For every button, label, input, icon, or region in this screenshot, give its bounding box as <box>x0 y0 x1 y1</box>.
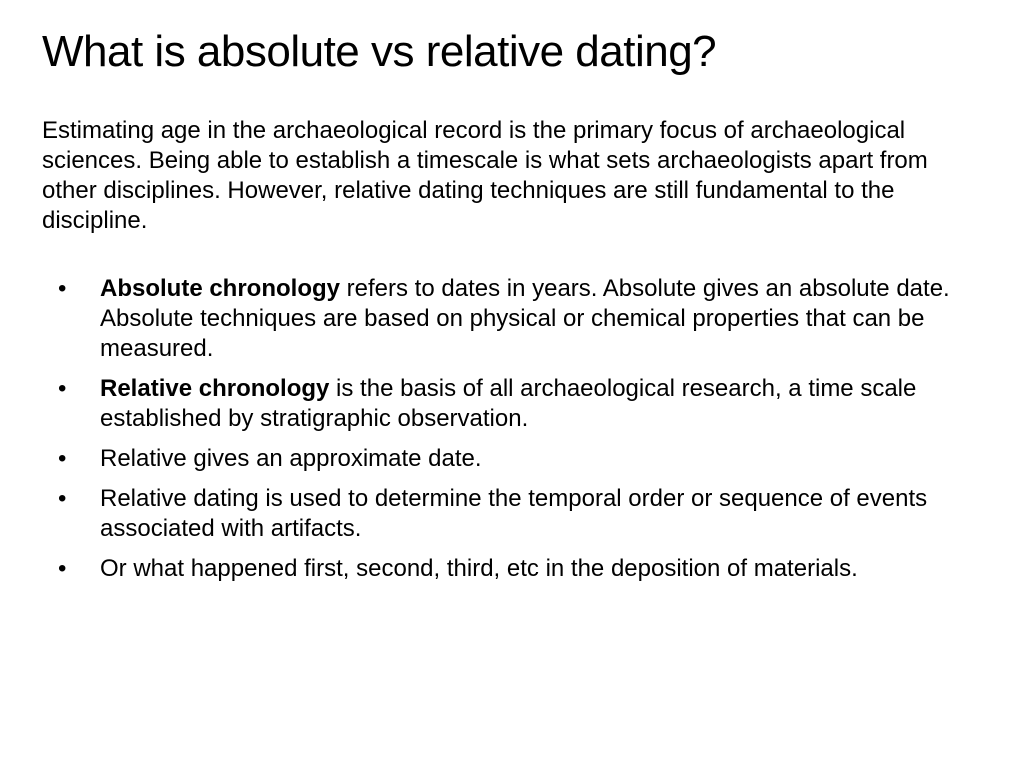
bullet-text: Relative dating is used to determine the… <box>100 485 927 542</box>
slide-title: What is absolute vs relative dating? <box>42 28 982 76</box>
intro-paragraph: Estimating age in the archaeological rec… <box>42 116 982 236</box>
bullet-term: Absolute chronology <box>100 275 340 302</box>
bullet-list: Absolute chronology refers to dates in y… <box>42 274 982 584</box>
list-item: Relative chronology is the basis of all … <box>42 374 982 434</box>
list-item: Relative dating is used to determine the… <box>42 484 982 544</box>
list-item: Or what happened first, second, third, e… <box>42 554 982 584</box>
bullet-term: Relative chronology <box>100 375 329 402</box>
slide: What is absolute vs relative dating? Est… <box>0 0 1024 768</box>
list-item: Relative gives an approximate date. <box>42 444 982 474</box>
bullet-text: Or what happened first, second, third, e… <box>100 555 858 582</box>
bullet-text: Relative gives an approximate date. <box>100 445 482 472</box>
list-item: Absolute chronology refers to dates in y… <box>42 274 982 364</box>
